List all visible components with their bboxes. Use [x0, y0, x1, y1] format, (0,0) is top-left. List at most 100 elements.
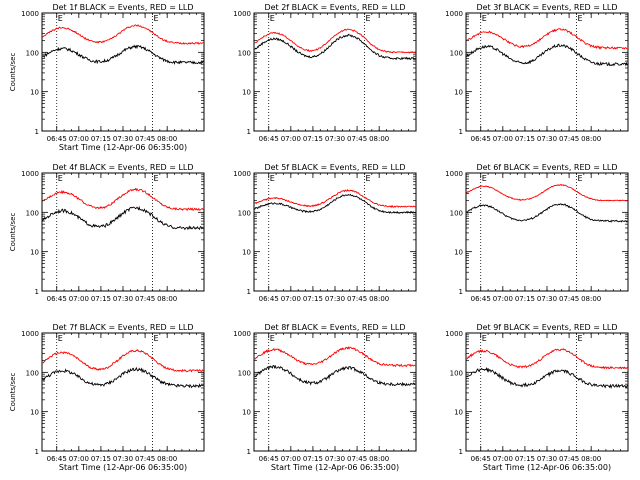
time-marker-label: E — [270, 14, 275, 23]
panel-title: Det 7f BLACK = Events, RED = LLD — [52, 323, 193, 332]
time-marker-label: E — [58, 334, 63, 343]
time-marker-label: E — [482, 174, 487, 183]
time-marker-label: E — [577, 334, 582, 343]
x-tick-label: 07:45 — [347, 135, 367, 143]
panel-2f: Det 2f BLACK = Events, RED = LLD 1 10 100 10… — [233, 3, 417, 143]
panel-9f: Det 9f BLACK = Events, RED = LLD 1 10 100 10… — [445, 323, 629, 472]
y-tick-label: 100 — [26, 49, 39, 57]
series-line-events — [42, 366, 204, 389]
panel-8f: Det 8f BLACK = Events, RED = LLD 1 10 100 10… — [233, 323, 417, 472]
time-marker-label: E — [153, 334, 158, 343]
y-tick-label: 100 — [450, 209, 463, 217]
series-line-events — [254, 193, 416, 214]
panel-title: Det 5f BLACK = Events, RED = LLD — [264, 163, 405, 172]
x-tick-label: 07:00 — [493, 135, 513, 143]
x-tick-label: 08:00 — [369, 455, 389, 463]
x-axis-label: Start Time (12-Apr-06 06:35:00) — [59, 143, 187, 152]
time-marker-label: E — [58, 14, 63, 23]
y-axis-label: Counts/sec — [9, 373, 17, 412]
y-tick-label: 1 — [247, 288, 251, 296]
x-tick-label: 07:15 — [91, 135, 111, 143]
y-tick-label: 1 — [35, 128, 39, 136]
x-tick-label: 07:45 — [135, 135, 155, 143]
panel-title: Det 9f BLACK = Events, RED = LLD — [476, 323, 617, 332]
x-axis-label: Start Time (12-Apr-06 06:35:00) — [59, 463, 187, 472]
panel-7f: Det 7f BLACK = Events, RED = LLD 1 10 100 10… — [9, 323, 205, 472]
time-marker-label: E — [153, 174, 158, 183]
x-tick-label: 07:45 — [135, 455, 155, 463]
x-tick-label: 07:30 — [537, 135, 557, 143]
y-tick-label: 100 — [238, 49, 251, 57]
y-tick-label: 1 — [459, 128, 463, 136]
x-tick-label: 06:45 — [47, 455, 67, 463]
panel-title: Det 1f BLACK = Events, RED = LLD — [52, 3, 193, 12]
x-tick-label: 08:00 — [581, 455, 601, 463]
y-axis-label: Counts/sec — [9, 53, 17, 92]
time-marker-label: E — [270, 174, 275, 183]
y-tick-label: 1 — [459, 448, 463, 456]
x-tick-label: 07:45 — [559, 295, 579, 303]
x-tick-label: 07:15 — [303, 455, 323, 463]
panel-5f: Det 5f BLACK = Events, RED = LLD 1 10 100 10… — [233, 163, 417, 303]
panel-6f: Det 6f BLACK = Events, RED = LLD 1 10 100 10… — [445, 163, 629, 303]
time-marker-label: E — [482, 334, 487, 343]
x-tick-label: 06:45 — [471, 455, 491, 463]
x-tick-label: 08:00 — [157, 135, 177, 143]
y-tick-label: 1000 — [445, 170, 463, 178]
x-tick-label: 08:00 — [369, 135, 389, 143]
x-tick-label: 07:30 — [113, 295, 133, 303]
time-marker-label: E — [482, 14, 487, 23]
x-tick-label: 06:45 — [471, 135, 491, 143]
x-tick-label: 07:45 — [347, 455, 367, 463]
time-marker-label: E — [58, 174, 63, 183]
time-marker-label: E — [577, 14, 582, 23]
x-tick-label: 06:45 — [259, 455, 279, 463]
x-tick-label: 07:30 — [537, 455, 557, 463]
x-tick-label: 07:15 — [303, 135, 323, 143]
panel-4f: Det 4f BLACK = Events, RED = LLD 1 10 100 10… — [9, 163, 205, 303]
series-line-lld — [254, 346, 416, 368]
x-tick-label: 06:45 — [259, 135, 279, 143]
y-tick-label: 10 — [30, 249, 39, 257]
x-tick-label: 07:45 — [559, 455, 579, 463]
series-line-events — [254, 364, 416, 387]
panel-title: Det 6f BLACK = Events, RED = LLD — [476, 163, 617, 172]
series-line-lld — [42, 24, 204, 45]
x-tick-label: 07:30 — [325, 135, 345, 143]
x-tick-label: 07:45 — [135, 295, 155, 303]
x-tick-label: 07:00 — [281, 455, 301, 463]
panel-title: Det 3f BLACK = Events, RED = LLD — [476, 3, 617, 12]
y-tick-label: 10 — [454, 409, 463, 417]
y-tick-label: 10 — [242, 89, 251, 97]
y-tick-label: 1000 — [21, 10, 39, 18]
x-tick-label: 07:30 — [325, 295, 345, 303]
y-tick-label: 1000 — [445, 330, 463, 338]
x-tick-label: 07:00 — [69, 295, 89, 303]
y-tick-label: 1000 — [445, 10, 463, 18]
x-tick-label: 07:00 — [281, 295, 301, 303]
y-tick-label: 1000 — [21, 330, 39, 338]
y-tick-label: 10 — [30, 89, 39, 97]
y-tick-label: 10 — [30, 409, 39, 417]
series-line-events — [466, 367, 628, 389]
x-tick-label: 07:15 — [515, 295, 535, 303]
x-tick-label: 06:45 — [471, 295, 491, 303]
series-line-events — [42, 205, 204, 231]
y-tick-label: 100 — [238, 209, 251, 217]
y-tick-label: 1000 — [233, 10, 251, 18]
x-tick-label: 07:00 — [493, 295, 513, 303]
time-marker-label: E — [577, 174, 582, 183]
y-tick-label: 1 — [247, 448, 251, 456]
y-axis-label: Counts/sec — [9, 213, 17, 252]
y-tick-label: 100 — [450, 369, 463, 377]
y-tick-label: 10 — [454, 89, 463, 97]
x-tick-label: 07:00 — [69, 135, 89, 143]
series-line-lld — [466, 348, 628, 370]
y-tick-label: 1000 — [21, 170, 39, 178]
y-tick-label: 10 — [242, 409, 251, 417]
x-tick-label: 07:15 — [91, 295, 111, 303]
y-tick-label: 100 — [26, 209, 39, 217]
x-tick-label: 07:15 — [91, 455, 111, 463]
